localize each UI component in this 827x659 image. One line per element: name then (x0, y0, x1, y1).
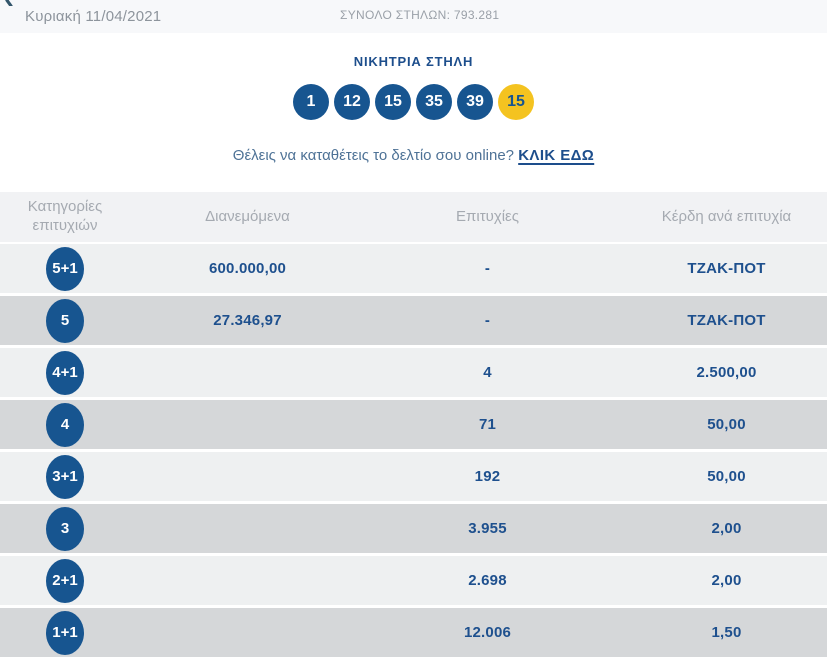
joker-number-ball: 15 (498, 84, 534, 120)
back-chevron-icon[interactable]: ‹ (4, 0, 14, 14)
winners-value: - (484, 260, 491, 277)
category-badge: 4+1 (46, 350, 84, 395)
winning-number-ball: 35 (416, 84, 452, 120)
header-distributed: Διανεμόμενα (205, 207, 290, 225)
category-badge: 1+1 (46, 610, 84, 655)
prize-table-header: Κατηγορίες επιτυχιών Διανεμόμενα Επιτυχί… (0, 192, 827, 242)
category-badge: 5+1 (46, 246, 84, 291)
winning-number-ball: 12 (334, 84, 370, 120)
winning-column-section: ΝΙΚΗΤΡΙΑ ΣΤΗΛΗ 1 12 15 35 39 15 (0, 54, 827, 120)
prize-table-row: 5+1 600.000,00 - ΤΖΑΚ-ΠΟΤ (0, 244, 827, 293)
prize-table-body: 5+1 600.000,00 - ΤΖΑΚ-ΠΟΤ 5 27.346,97 - … (0, 244, 827, 657)
prize-value: 2.500,00 (696, 364, 757, 381)
category-badge: 3 (46, 506, 84, 551)
winning-numbers-row: 1 12 15 35 39 15 (0, 84, 827, 120)
prize-table-row: 4+1 4 2.500,00 (0, 348, 827, 397)
prize-value: 2,00 (711, 572, 742, 589)
prize-table-row: 4 71 50,00 (0, 400, 827, 449)
header-winners: Επιτυχίες (456, 207, 519, 225)
winners-value: 4 (483, 364, 492, 381)
prize-table-row: 1+1 12.006 1,50 (0, 608, 827, 657)
prize-value: 2,00 (711, 520, 742, 537)
winning-number-ball: 39 (457, 84, 493, 120)
draw-header: ‹ Κυριακή 11/04/2021 ΣΥΝΟΛΟ ΣΤΗΛΩΝ: 793.… (0, 0, 827, 33)
category-badge: 3+1 (46, 454, 84, 499)
distributed-value: 600.000,00 (208, 260, 287, 277)
winners-value: 192 (474, 468, 501, 485)
winning-column-title: ΝΙΚΗΤΡΙΑ ΣΤΗΛΗ (353, 54, 474, 69)
total-columns-label: ΣΥΝΟΛΟ ΣΤΗΛΩΝ: 793.281 (340, 8, 500, 22)
play-online-cta: Θέλεις να καταθέτεις το δελτίο σου onlin… (0, 147, 827, 164)
header-prize-per-win: Κέρδη ανά επιτυχία (661, 207, 792, 225)
draw-date: Κυριακή 11/04/2021 (25, 8, 162, 25)
play-online-text: Θέλεις να καταθέτεις το δελτίο σου onlin… (232, 147, 515, 164)
prize-value: 50,00 (707, 468, 746, 485)
click-here-link[interactable]: ΚΛΙΚ ΕΔΩ (518, 147, 595, 164)
category-badge: 2+1 (46, 558, 84, 603)
distributed-value: 27.346,97 (213, 312, 282, 329)
prize-value: 50,00 (707, 416, 746, 433)
category-badge: 5 (46, 298, 84, 343)
prize-value: 1,50 (711, 624, 742, 641)
prize-table-row: 3+1 192 50,00 (0, 452, 827, 501)
winners-value: 2.698 (468, 572, 507, 589)
prize-table-row: 2+1 2.698 2,00 (0, 556, 827, 605)
prize-value: ΤΖΑΚ-ΠΟΤ (687, 312, 766, 329)
winners-value: 12.006 (463, 624, 512, 641)
prize-table-row: 5 27.346,97 - ΤΖΑΚ-ΠΟΤ (0, 296, 827, 345)
prize-value: ΤΖΑΚ-ΠΟΤ (687, 260, 766, 277)
winners-value: 71 (478, 416, 497, 433)
winning-number-ball: 15 (375, 84, 411, 120)
category-badge: 4 (46, 402, 84, 447)
prize-table-row: 3 3.955 2,00 (0, 504, 827, 553)
winners-value: - (484, 312, 491, 329)
header-categories: Κατηγορίες επιτυχιών (27, 198, 103, 234)
winning-number-ball: 1 (293, 84, 329, 120)
prize-table: Κατηγορίες επιτυχιών Διανεμόμενα Επιτυχί… (0, 192, 827, 657)
winners-value: 3.955 (468, 520, 507, 537)
